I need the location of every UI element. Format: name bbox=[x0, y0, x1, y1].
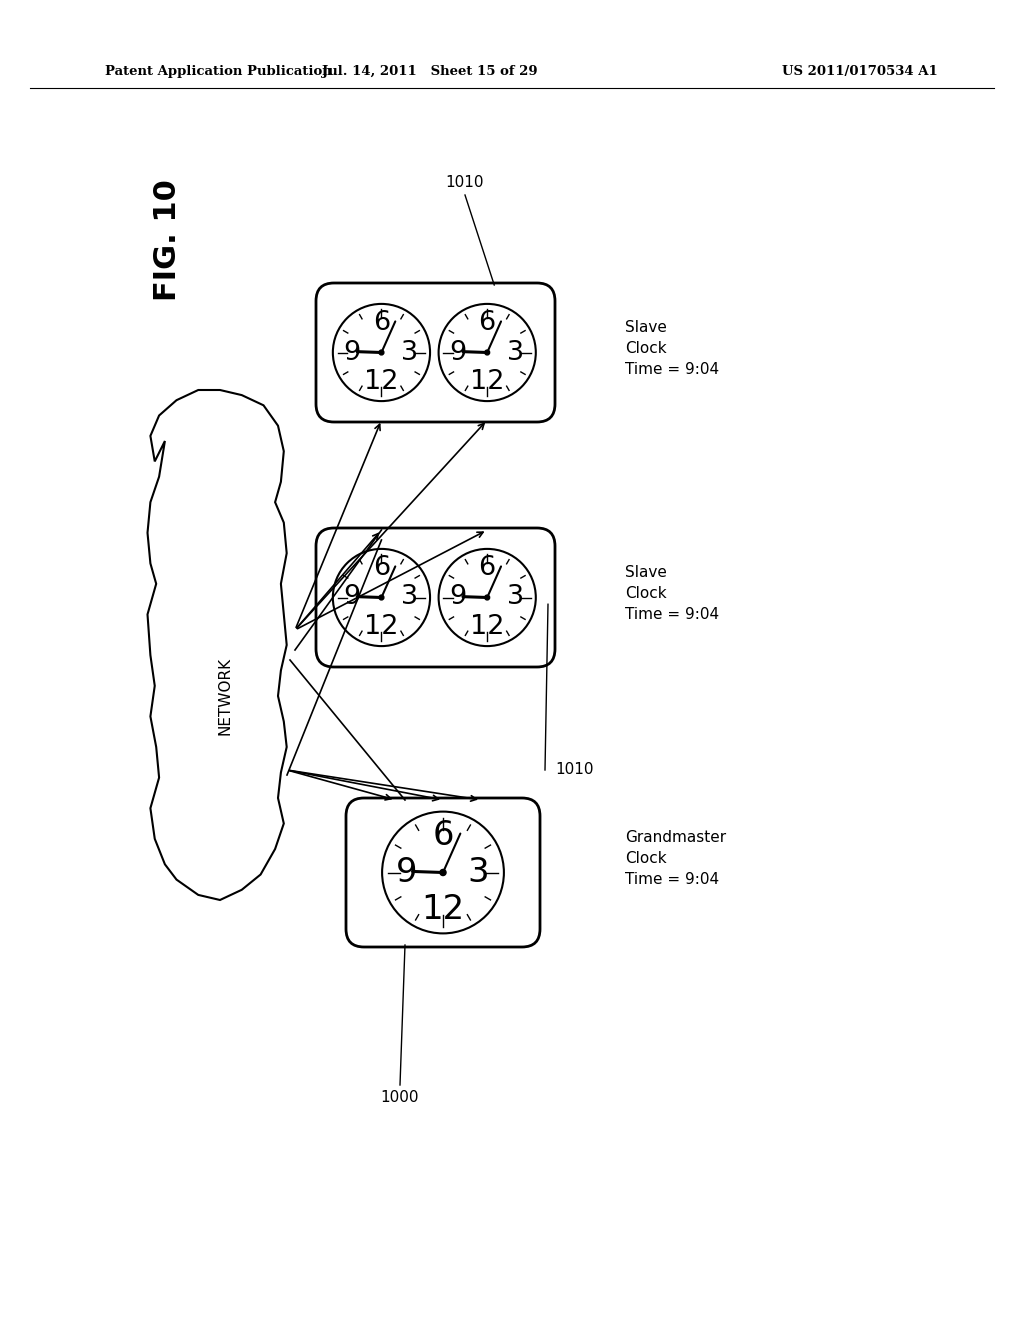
Circle shape bbox=[333, 549, 430, 645]
Text: US 2011/0170534 A1: US 2011/0170534 A1 bbox=[782, 66, 938, 78]
Text: 9: 9 bbox=[450, 339, 467, 366]
Polygon shape bbox=[147, 389, 287, 900]
Text: 1010: 1010 bbox=[555, 763, 594, 777]
Text: 12: 12 bbox=[365, 614, 398, 640]
Text: 9: 9 bbox=[450, 585, 467, 610]
Text: 1010: 1010 bbox=[445, 176, 484, 190]
Text: 3: 3 bbox=[468, 855, 489, 888]
Text: 9: 9 bbox=[395, 855, 417, 888]
Circle shape bbox=[382, 812, 504, 933]
Circle shape bbox=[438, 549, 536, 645]
Circle shape bbox=[484, 595, 489, 599]
Text: NETWORK: NETWORK bbox=[217, 657, 232, 735]
Circle shape bbox=[484, 350, 489, 355]
Text: 3: 3 bbox=[507, 585, 524, 610]
Circle shape bbox=[440, 870, 446, 875]
Circle shape bbox=[379, 350, 384, 355]
Text: 6: 6 bbox=[478, 310, 496, 337]
Text: 3: 3 bbox=[401, 339, 418, 366]
Text: 9: 9 bbox=[344, 339, 360, 366]
Text: Jul. 14, 2011   Sheet 15 of 29: Jul. 14, 2011 Sheet 15 of 29 bbox=[323, 66, 538, 78]
Text: Slave
Clock
Time = 9:04: Slave Clock Time = 9:04 bbox=[625, 319, 719, 378]
Text: 6: 6 bbox=[373, 556, 390, 581]
Text: Slave
Clock
Time = 9:04: Slave Clock Time = 9:04 bbox=[625, 565, 719, 622]
Text: Grandmaster
Clock
Time = 9:04: Grandmaster Clock Time = 9:04 bbox=[625, 830, 726, 887]
Circle shape bbox=[379, 595, 384, 599]
Text: 9: 9 bbox=[344, 585, 360, 610]
Circle shape bbox=[438, 304, 536, 401]
Text: 12: 12 bbox=[422, 892, 465, 925]
Text: 12: 12 bbox=[470, 614, 505, 640]
Text: Patent Application Publication: Patent Application Publication bbox=[105, 66, 332, 78]
Text: 6: 6 bbox=[373, 310, 390, 337]
Text: 3: 3 bbox=[507, 339, 524, 366]
Text: 6: 6 bbox=[432, 820, 454, 853]
Text: FIG. 10: FIG. 10 bbox=[154, 180, 182, 301]
Circle shape bbox=[333, 304, 430, 401]
FancyBboxPatch shape bbox=[346, 799, 540, 946]
FancyBboxPatch shape bbox=[316, 282, 555, 422]
Text: 12: 12 bbox=[365, 368, 398, 395]
Text: 3: 3 bbox=[401, 585, 418, 610]
Text: 6: 6 bbox=[478, 556, 496, 581]
FancyBboxPatch shape bbox=[316, 528, 555, 667]
Text: 12: 12 bbox=[470, 368, 505, 395]
Text: 1000: 1000 bbox=[381, 1090, 419, 1105]
